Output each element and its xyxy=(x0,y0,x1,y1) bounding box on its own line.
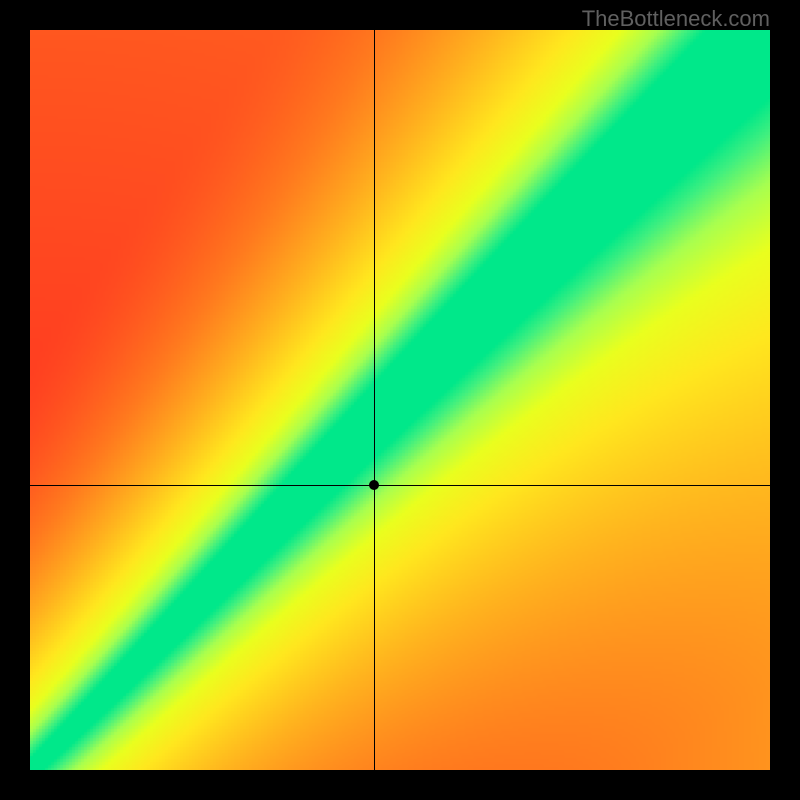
watermark-text: TheBottleneck.com xyxy=(582,6,770,32)
crosshair-marker xyxy=(369,480,379,490)
crosshair-horizontal xyxy=(30,485,770,486)
heatmap-canvas xyxy=(30,30,770,770)
crosshair-vertical xyxy=(374,30,375,770)
heatmap-plot xyxy=(30,30,770,770)
